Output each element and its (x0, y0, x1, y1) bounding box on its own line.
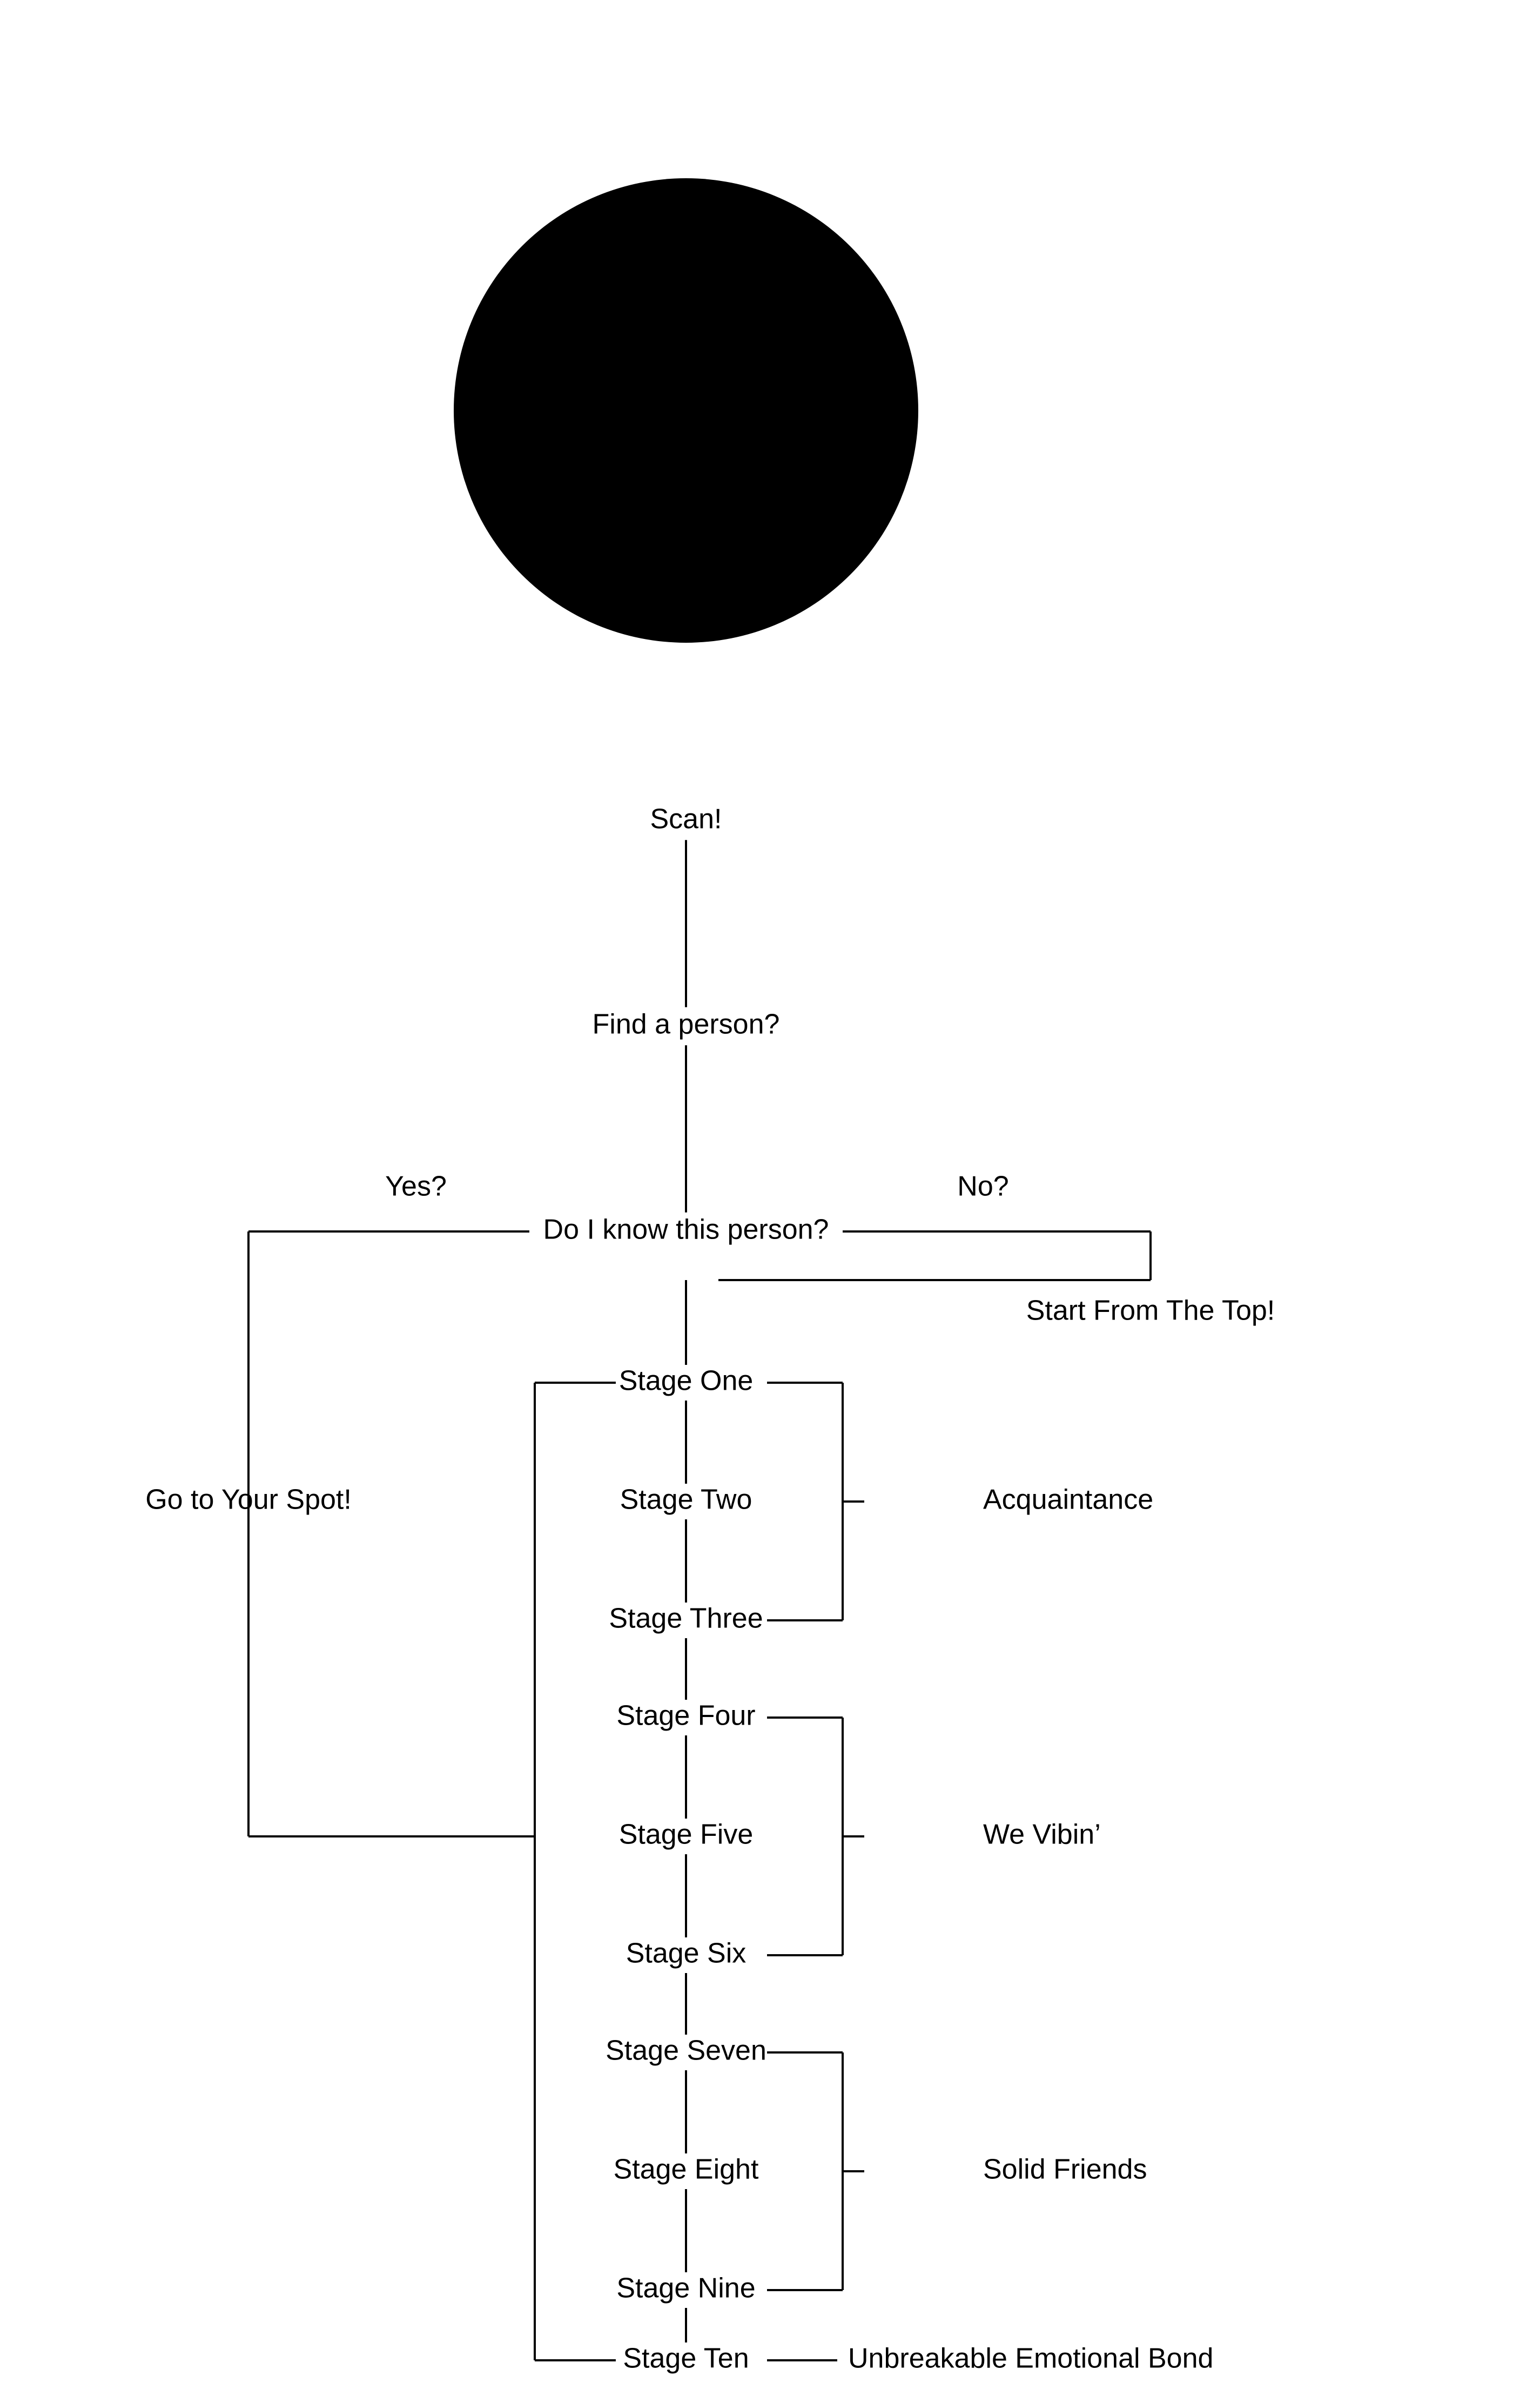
stage-10: Stage Ten (623, 2343, 749, 2374)
stage-7: Stage Seven (606, 2035, 766, 2066)
stage-9: Stage Nine (616, 2273, 755, 2304)
group-solid: Solid Friends (983, 2154, 1147, 2185)
group-acquaintance: Acquaintance (983, 1484, 1153, 1516)
stage-8: Stage Eight (614, 2154, 759, 2185)
label-yes: Yes? (385, 1171, 447, 1202)
node-find: Find a person? (593, 1009, 780, 1040)
node-know: Do I know this person? (543, 1214, 829, 1246)
label-no: No? (957, 1171, 1008, 1202)
stage-5: Stage Five (619, 1819, 754, 1850)
stage-3: Stage Three (609, 1603, 763, 1634)
label-start-top: Start From The Top! (1026, 1295, 1275, 1327)
node-scan: Scan! (650, 804, 722, 835)
group-vibin: We Vibin’ (983, 1819, 1101, 1850)
stage-2: Stage Two (620, 1484, 752, 1516)
label-go-spot: Go to Your Spot! (145, 1484, 352, 1516)
stage-6: Stage Six (626, 1938, 747, 1969)
stage-1: Stage One (619, 1365, 754, 1397)
group-bond: Unbreakable Emotional Bond (848, 2343, 1213, 2374)
stage-4: Stage Four (616, 1700, 755, 1732)
